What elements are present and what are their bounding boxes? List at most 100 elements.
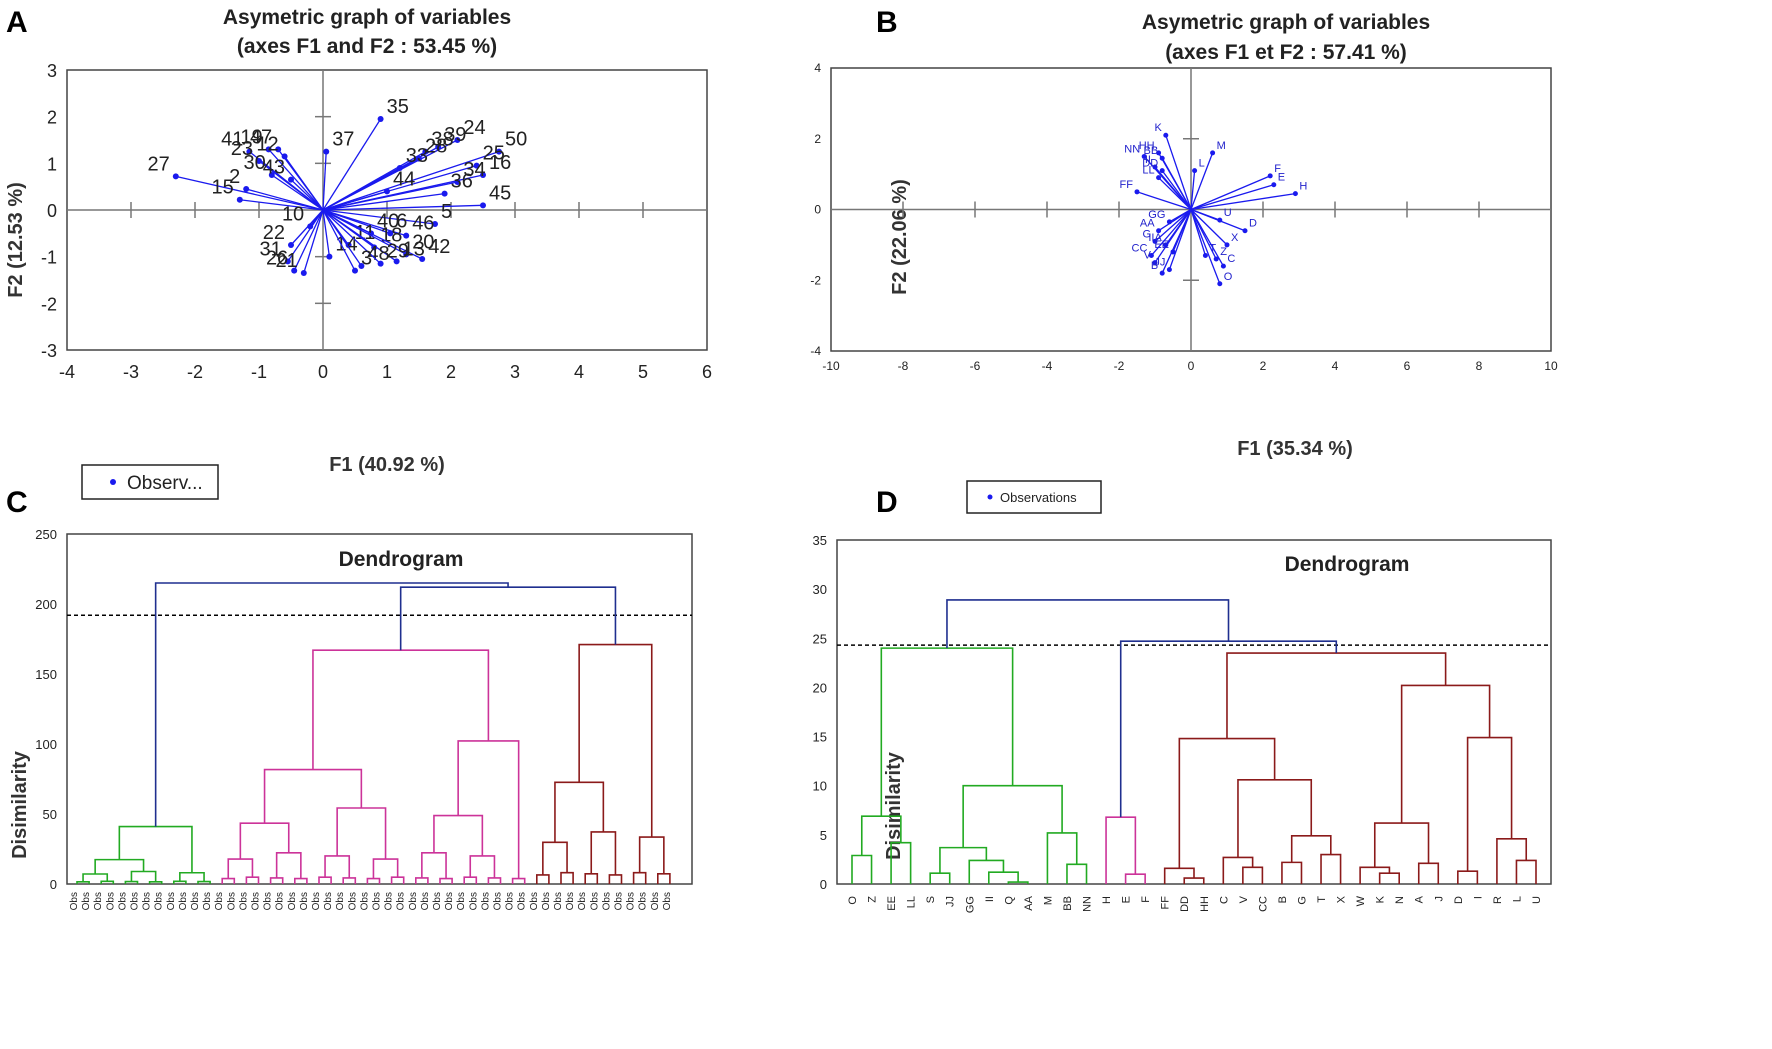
- panel-a-point: [384, 188, 390, 195]
- panel-b-point-label: K: [1154, 122, 1162, 134]
- panel-b-point: [1159, 270, 1165, 276]
- panel-c-leaf-label: Obs: [408, 892, 419, 910]
- panel-b-x-tick-label: 6: [1404, 359, 1411, 373]
- panel-b-point: [1152, 260, 1158, 266]
- panel-a-vector-line: [322, 167, 401, 211]
- panel-a-vector-line: [322, 209, 436, 225]
- panel-c-y-tick-label: 50: [43, 807, 57, 822]
- panel-d-link: [1290, 835, 1332, 863]
- panel-d-link: [1400, 684, 1491, 824]
- panel-b-point: [1152, 164, 1158, 170]
- panel-d-y-tick-label: 5: [820, 828, 827, 843]
- panel-a-x-tick-label: -4: [59, 362, 75, 382]
- panel-a-point-label: 44: [393, 168, 415, 190]
- panel-d-leaf-label: K: [1375, 895, 1387, 903]
- panel-d-leaf-label: C: [1218, 896, 1230, 904]
- panel-c-cluster-link: [415, 877, 429, 884]
- panel-a-vector-line: [284, 155, 324, 211]
- panel-c-cluster-link: [421, 852, 447, 879]
- panel-a-point: [246, 148, 253, 155]
- panel-c-leaf-label: Obs: [480, 892, 491, 910]
- panel-c-leaf-label: Obs: [178, 892, 189, 910]
- panel-b-x-tick-label: -10: [822, 359, 840, 373]
- panel-b-x-tick-label: -8: [898, 359, 909, 373]
- panel-a-y-tick-label: -2: [41, 294, 57, 314]
- panel-a-point: [441, 190, 448, 197]
- panel-a-point-label: 26: [266, 248, 288, 270]
- panel-a-legend-marker: [110, 479, 116, 485]
- panel-d-link: [1105, 816, 1137, 884]
- panel-c-cluster-link: [372, 858, 399, 879]
- panel-d-link: [1237, 779, 1313, 858]
- panel-a-y-tick-label: 1: [47, 154, 57, 174]
- panel-letter-c: C: [6, 486, 28, 519]
- panel-a-point: [419, 256, 426, 262]
- panel-b-y-tick-label: -4: [810, 344, 821, 358]
- panel-a-point-label: 3: [361, 248, 372, 270]
- panel-a-point: [416, 155, 422, 162]
- panel-c-cluster-link: [457, 740, 520, 879]
- panel-c-leaf-label: Obs: [638, 892, 649, 910]
- panel-d-leaf-label: LL: [906, 896, 918, 908]
- panel-c-leaf-label: Obs: [565, 892, 576, 910]
- panel-b-point: [1202, 252, 1208, 258]
- panel-b-vector-line: [1190, 175, 1271, 211]
- panel-a-point: [393, 258, 400, 265]
- panel-b-point-label: U: [1224, 207, 1232, 219]
- panel-c-leaf-label: Obs: [456, 892, 467, 910]
- panel-a-ylabel: F2 (12.53 %): [5, 182, 27, 298]
- panel-d-link: [1359, 866, 1391, 884]
- panel-a-point: [281, 153, 288, 160]
- panel-a-point: [454, 137, 461, 143]
- panel-a-point: [377, 116, 384, 122]
- panel-a-point: [323, 148, 330, 155]
- panel-c-cluster-link: [312, 649, 490, 770]
- panel-a-y-tick-label: 3: [47, 61, 57, 81]
- panel-a-vector-line: [322, 209, 331, 257]
- panel-c-leaf-label: Obs: [432, 892, 443, 910]
- panel-c-leaf-label: Obs: [287, 892, 298, 910]
- panel-b-vector-line: [1165, 135, 1192, 210]
- panel-b-point: [1152, 238, 1158, 244]
- panel-c-leaf-label: Obs: [190, 892, 201, 910]
- panel-c-leaf-label: Obs: [93, 892, 104, 910]
- panel-d-link: [1378, 872, 1400, 884]
- panel-b-x-tick-label: -4: [1042, 359, 1053, 373]
- panel-c-cluster-link: [342, 877, 357, 884]
- panel-d-frame: [836, 539, 1552, 885]
- panel-c-leaf-label: Obs: [142, 892, 153, 910]
- panel-d-y-tick-label: 15: [813, 730, 827, 745]
- panel-a-point: [284, 258, 291, 265]
- panel-d-y-tick-label: 0: [820, 877, 827, 892]
- panel-d-y-tick-label: 10: [813, 779, 827, 794]
- panel-a-vector-line: [290, 179, 324, 211]
- panel-a-point: [288, 176, 294, 183]
- panel-b-x-tick-label: 4: [1332, 359, 1339, 373]
- panel-a-subtitle: (axes F1 and F2 : 53.45 %): [237, 35, 497, 58]
- panel-a-point: [300, 270, 307, 276]
- panel-c-cluster-link: [179, 871, 205, 882]
- panel-b-point-label: IIA: [1148, 232, 1162, 244]
- panel-d-link: [1226, 652, 1447, 739]
- panel-c-leaf-label: Obs: [299, 892, 310, 910]
- panel-a-point-label: 38: [431, 129, 453, 151]
- panel-a-point-label: 47: [250, 126, 272, 148]
- panel-a-point: [435, 144, 442, 150]
- panel-c-leaf-label: Obs: [517, 892, 528, 910]
- panel-a-point: [243, 186, 250, 192]
- panel-d-link: [1320, 853, 1342, 884]
- panel-a-x-tick-label: 6: [702, 362, 712, 382]
- panel-a-point-label: 27: [148, 153, 170, 175]
- panel-a-point-label: 35: [387, 96, 409, 118]
- panel-a-y-tick-label: 2: [47, 108, 57, 128]
- panel-d-leaf-label: O: [847, 896, 859, 905]
- panel-letter-a: A: [6, 6, 28, 39]
- panel-c-leaf-label: Obs: [372, 892, 383, 910]
- panel-c-cluster-link: [324, 855, 351, 878]
- panel-d-ylabel: Disimilarity: [883, 751, 905, 860]
- panel-d-link: [1515, 859, 1537, 884]
- panel-c-cluster-link: [336, 807, 387, 860]
- panel-b-point-label: D: [1249, 218, 1257, 230]
- panel-c-leaf-label: Obs: [130, 892, 141, 910]
